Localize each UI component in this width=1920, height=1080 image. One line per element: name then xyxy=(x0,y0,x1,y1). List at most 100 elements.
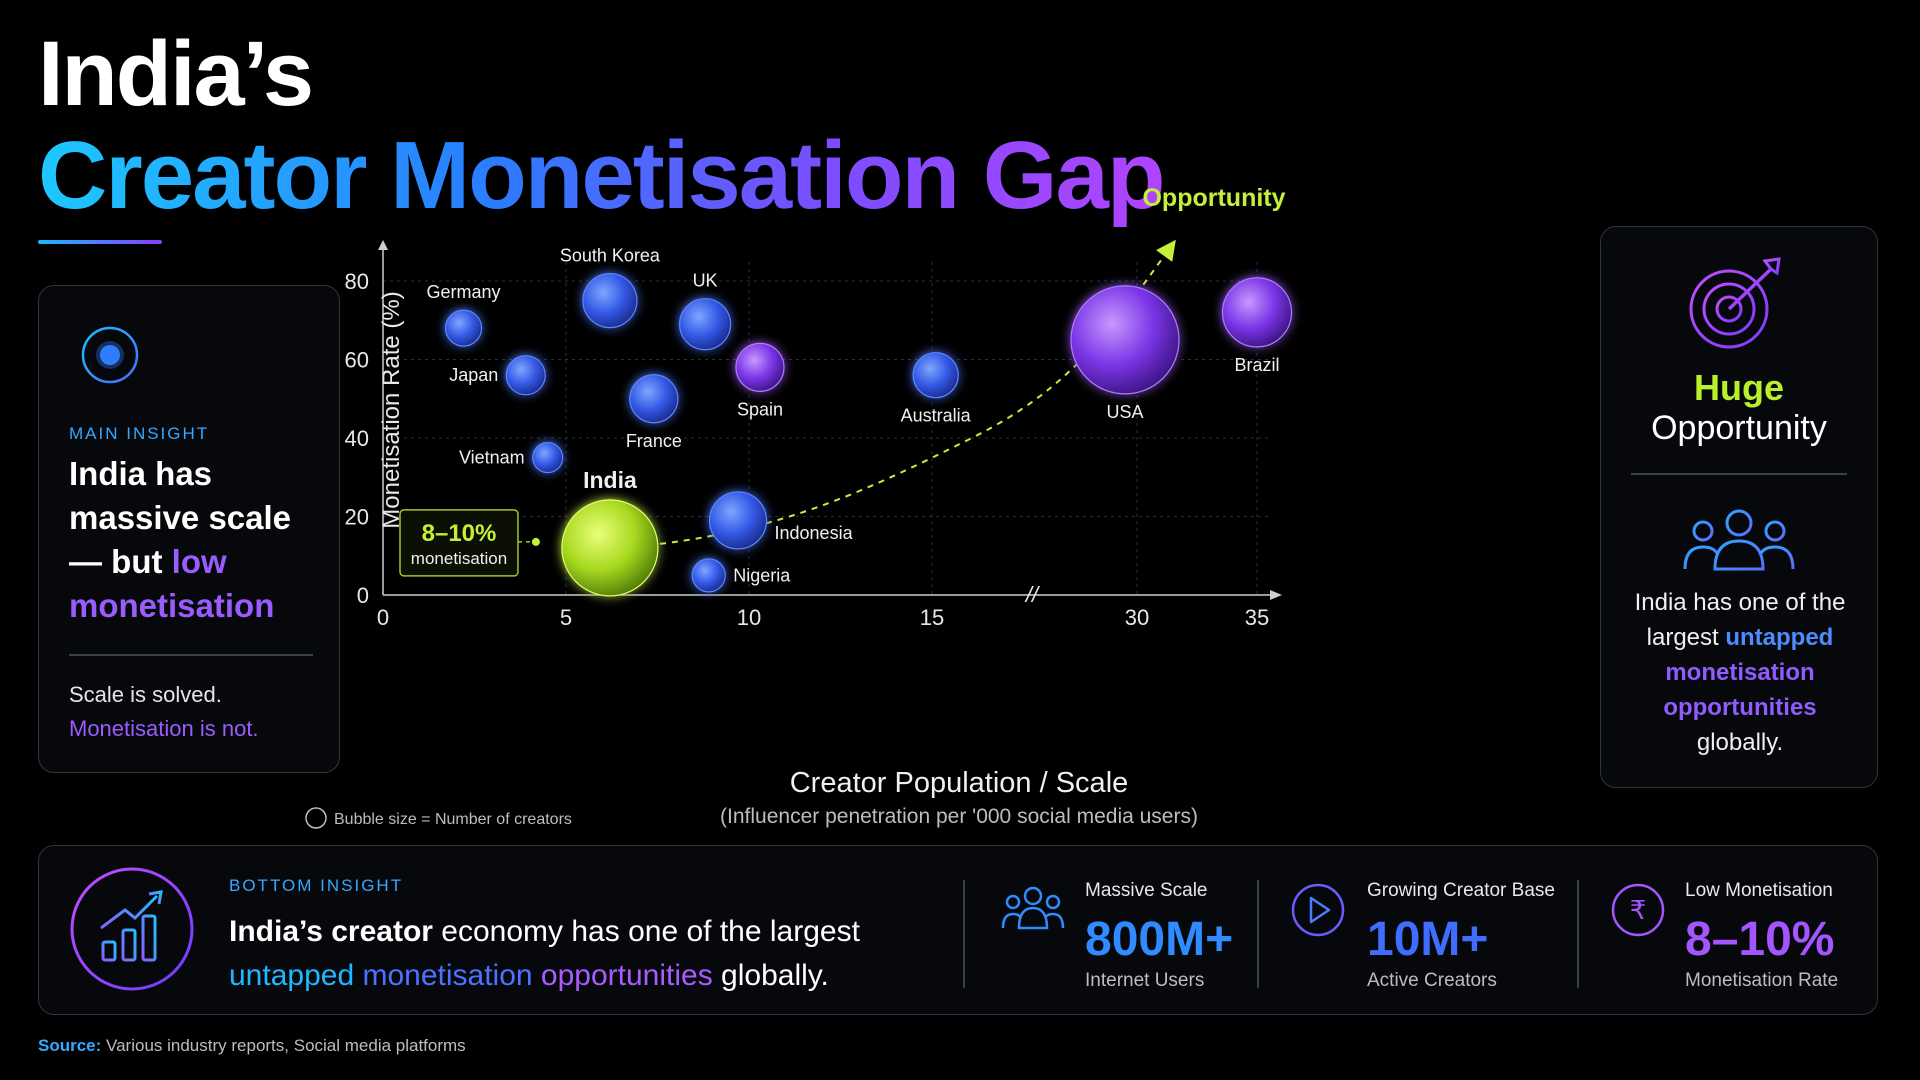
bubble-france xyxy=(629,374,679,424)
bubble-chart: // 0 20 40 60 80 0 5 10 15 30 35 Opportunity India G… xyxy=(305,184,1293,829)
bubble-label-brazil: Brazil xyxy=(1234,355,1279,375)
bubble-label-france: France xyxy=(626,431,682,451)
bottom-insight-eyebrow: BOTTOM INSIGHT xyxy=(229,876,404,895)
y-tick-label: 0 xyxy=(357,583,369,608)
x-axis-sublabel: (Influencer penetration per '000 social … xyxy=(720,805,1198,828)
chart-labels: India Germany South Korea UK Japan Spain Franc… xyxy=(399,246,1280,585)
opportunity-text-c: monetisation opportunities xyxy=(1663,659,1817,721)
crosshair-icon xyxy=(73,318,147,392)
axis-break-mark: // xyxy=(1024,582,1040,607)
bubble-japan xyxy=(505,355,546,396)
bubble-label-japan: Japan xyxy=(449,365,498,385)
stat-label: Massive Scale xyxy=(1085,880,1208,901)
india-callout-value: 8–10% xyxy=(422,520,497,547)
opportunity-text-d: globally. xyxy=(1696,729,1784,756)
y-tick-label: 80 xyxy=(345,269,369,294)
bottom-text-c: untapped xyxy=(229,959,355,992)
x-tick-label: 30 xyxy=(1125,605,1149,630)
stat-label: Low Monetisation xyxy=(1685,880,1833,901)
bubble-size-legend: Bubble size = Number of creators xyxy=(334,811,572,828)
y-axis-label: Monetisation Rate (%) xyxy=(378,291,405,528)
huge-label: Huge xyxy=(1694,367,1784,408)
bottom-text-d: monetisation xyxy=(354,959,533,992)
rupee-icon: ₹ xyxy=(1611,883,1665,937)
stat-value: 10M+ xyxy=(1367,913,1489,966)
bottom-text-b: economy has one of the largest xyxy=(432,915,860,948)
main-insight-eyebrow: MAIN INSIGHT xyxy=(69,424,210,443)
main-insight-text: India has massive scale — but low moneti… xyxy=(69,452,329,628)
users-icon xyxy=(1683,509,1795,571)
stat-sublabel: Internet Users xyxy=(1085,970,1205,991)
page-title-line1: India’s xyxy=(38,23,314,125)
y-tick-label: 60 xyxy=(345,348,369,373)
callout-dot xyxy=(531,537,540,546)
bubble-nigeria xyxy=(691,558,726,593)
opportunity-text-a: India has one of the largest xyxy=(1634,589,1846,651)
divider xyxy=(69,654,313,656)
india-callout-label: monetisation xyxy=(411,549,507,568)
opportunity-text: India has one of the largest untapped mo… xyxy=(1619,585,1861,760)
main-insight-line-b: low monetisation xyxy=(69,543,275,624)
stat-label: Growing Creator Base xyxy=(1367,880,1555,901)
bottom-insight-card: BOTTOM INSIGHT India’s creator economy h… xyxy=(38,845,1878,1015)
x-axis-arrow xyxy=(1270,590,1282,600)
y-axis-arrow xyxy=(378,240,388,250)
chart-bubbles xyxy=(444,273,1293,597)
stat-value: 8–10% xyxy=(1685,913,1835,966)
main-insight-card: MAIN INSIGHT India has massive scale — b… xyxy=(38,285,340,773)
bottom-text-e: opportunities xyxy=(532,959,713,992)
bubble-south-korea xyxy=(582,273,638,329)
opportunity-trend-label: Opportunity xyxy=(1142,184,1285,212)
title-underline xyxy=(38,240,162,244)
stat-sublabel: Active Creators xyxy=(1367,970,1497,991)
bubble-uk xyxy=(678,298,732,351)
opportunity-card: Huge Opportunity India has one of the la… xyxy=(1600,226,1878,788)
bubble-germany xyxy=(444,309,483,347)
bubble-label-south-korea: South Korea xyxy=(560,246,661,266)
x-tick-label: 10 xyxy=(737,605,761,630)
chart-axes: // 0 20 40 60 80 0 5 10 15 30 35 xyxy=(345,240,1282,630)
x-tick-label: 0 xyxy=(377,605,389,630)
stat-sublabel: Monetisation Rate xyxy=(1685,970,1839,991)
x-tick-label: 35 xyxy=(1245,605,1269,630)
stat-value: 800M+ xyxy=(1085,913,1234,966)
bubble-usa xyxy=(1070,285,1180,395)
bottom-text-f: globally. xyxy=(712,959,829,992)
bubble-label-vietnam: Vietnam xyxy=(459,448,525,468)
main-insight-line-a: India has massive scale — but xyxy=(69,455,292,580)
svg-text:₹: ₹ xyxy=(1630,896,1647,926)
target-arrow-icon xyxy=(1689,257,1781,349)
bubble-brazil xyxy=(1221,277,1293,348)
bubble-label-usa: USA xyxy=(1106,402,1143,422)
bottom-insight-text: India’s creator economy has one of the l… xyxy=(229,910,989,998)
source-label: Source: xyxy=(38,1036,102,1055)
play-icon xyxy=(1291,883,1345,937)
source-text: Various industry reports, Social media p… xyxy=(101,1036,466,1055)
bubble-indonesia xyxy=(708,491,768,550)
bubble-label-india: India xyxy=(583,467,637,493)
divider xyxy=(1257,880,1259,988)
opportunity-text-b: untapped xyxy=(1725,624,1834,651)
bubble-label-germany: Germany xyxy=(427,282,501,302)
x-axis-label: Creator Population / Scale xyxy=(790,767,1129,799)
opportunity-label: Opportunity xyxy=(1651,409,1827,447)
users-icon xyxy=(1001,886,1065,930)
divider xyxy=(963,880,965,988)
bubble-label-nigeria: Nigeria xyxy=(733,565,791,585)
source-note: Source: Various industry reports, Social… xyxy=(38,1036,466,1056)
bubble-label-spain: Spain xyxy=(737,399,783,419)
main-insight-sub1: Scale is solved. xyxy=(69,682,222,707)
main-insight-sub2: Monetisation is not. xyxy=(69,716,259,741)
india-callout-box xyxy=(399,509,519,577)
bubble-india xyxy=(561,499,659,597)
bubble-size-legend-icon xyxy=(305,807,327,829)
bubble-label-uk: UK xyxy=(693,271,718,291)
page-title-line2: Creator Monetisation Gap xyxy=(38,122,1165,229)
y-tick-label: 20 xyxy=(345,505,369,530)
divider xyxy=(1631,473,1847,475)
divider xyxy=(1577,880,1579,988)
bottom-text-a: India’s creator xyxy=(229,915,433,948)
bubble-spain xyxy=(735,342,785,392)
x-tick-label: 5 xyxy=(560,605,572,630)
growth-chart-icon xyxy=(70,867,194,991)
